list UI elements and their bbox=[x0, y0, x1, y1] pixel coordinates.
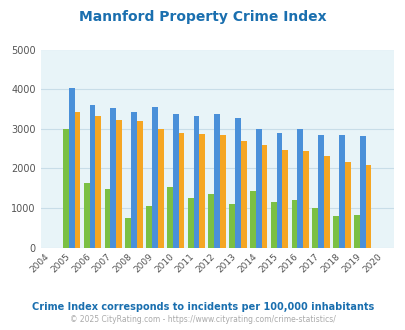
Text: © 2025 CityRating.com - https://www.cityrating.com/crime-statistics/: © 2025 CityRating.com - https://www.city… bbox=[70, 315, 335, 324]
Text: Crime Index corresponds to incidents per 100,000 inhabitants: Crime Index corresponds to incidents per… bbox=[32, 302, 373, 312]
Bar bbox=[187, 198, 193, 248]
Bar bbox=[158, 129, 163, 248]
Bar bbox=[338, 135, 344, 248]
Bar bbox=[110, 108, 116, 248]
Bar bbox=[270, 202, 276, 248]
Bar bbox=[255, 129, 261, 248]
Bar bbox=[291, 200, 297, 248]
Bar bbox=[75, 112, 80, 248]
Bar bbox=[234, 118, 240, 248]
Bar bbox=[63, 129, 69, 248]
Bar bbox=[151, 107, 158, 248]
Bar bbox=[90, 105, 95, 248]
Bar bbox=[104, 189, 110, 248]
Bar bbox=[172, 114, 178, 248]
Bar bbox=[249, 191, 255, 248]
Bar bbox=[131, 112, 136, 248]
Bar bbox=[323, 156, 329, 248]
Bar bbox=[166, 187, 172, 248]
Bar bbox=[282, 150, 288, 248]
Bar bbox=[240, 141, 246, 248]
Bar bbox=[69, 87, 75, 248]
Bar bbox=[136, 121, 143, 248]
Bar bbox=[116, 120, 122, 248]
Bar bbox=[359, 136, 364, 248]
Bar bbox=[303, 151, 308, 248]
Text: Mannford Property Crime Index: Mannford Property Crime Index bbox=[79, 10, 326, 24]
Bar bbox=[214, 114, 220, 248]
Bar bbox=[193, 116, 199, 248]
Bar bbox=[220, 135, 225, 248]
Bar bbox=[229, 204, 234, 248]
Bar bbox=[83, 183, 90, 248]
Bar bbox=[178, 133, 184, 248]
Bar bbox=[208, 194, 214, 248]
Bar bbox=[297, 129, 303, 248]
Bar bbox=[344, 162, 350, 248]
Bar bbox=[318, 135, 323, 248]
Bar bbox=[199, 134, 205, 248]
Bar bbox=[353, 215, 359, 248]
Bar bbox=[364, 165, 371, 248]
Bar bbox=[276, 133, 282, 248]
Bar bbox=[95, 116, 101, 248]
Bar bbox=[125, 218, 131, 248]
Bar bbox=[311, 208, 318, 248]
Bar bbox=[261, 145, 267, 248]
Bar bbox=[146, 206, 151, 248]
Legend: Mannford, Oklahoma, National: Mannford, Oklahoma, National bbox=[78, 328, 356, 330]
Bar bbox=[333, 216, 338, 248]
